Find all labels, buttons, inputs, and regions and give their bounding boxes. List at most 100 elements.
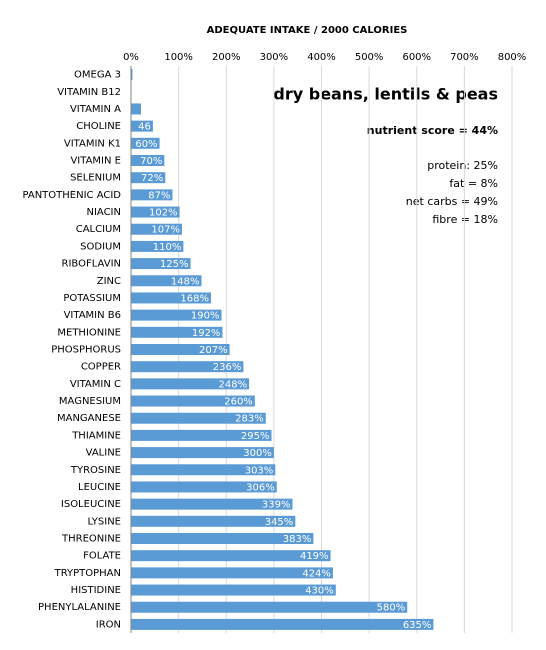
bar (131, 498, 293, 510)
x-tick-label: 800% (498, 52, 527, 63)
y-tick-label: VALINE (86, 448, 121, 459)
value-label: 110% (153, 242, 182, 253)
x-tick-label: 600% (402, 52, 431, 63)
x-tick-label: 400% (307, 52, 336, 63)
y-tick-label: HISTIDINE (71, 585, 121, 596)
value-label: 303% (245, 465, 274, 476)
bar (131, 584, 336, 596)
y-tick-label: LYSINE (88, 516, 121, 527)
bar (131, 223, 182, 235)
y-tick-label: MANGANESE (57, 413, 121, 424)
y-tick-label: ISOLEUCINE (61, 499, 121, 510)
bar (131, 103, 142, 115)
y-tick-label: VITAMIN B6 (64, 310, 121, 321)
y-tick-label: METHIONINE (57, 327, 121, 338)
value-label: 580% (377, 603, 406, 614)
x-tick-label: 200% (212, 52, 241, 63)
value-label: 60% (135, 139, 157, 150)
bar (131, 326, 223, 338)
value-label: 87% (148, 190, 170, 201)
y-tick-label: VITAMIN E (70, 156, 121, 167)
y-tick-label: TYROSINE (70, 465, 121, 476)
value-label: 306% (246, 482, 275, 493)
y-tick-label: CALCIUM (76, 224, 121, 235)
bar (131, 412, 266, 424)
bar (131, 533, 314, 544)
annotation: protein: 25% (427, 159, 498, 172)
bar (131, 447, 274, 459)
bar (131, 395, 255, 407)
bar (131, 240, 184, 252)
bar (131, 618, 434, 630)
chart-title: ADEQUATE INTAKE / 2000 CALORIES (207, 25, 408, 36)
bar (131, 155, 165, 166)
bar (131, 206, 180, 218)
x-tick-label: 500% (355, 52, 384, 63)
annotation: nutrient score = 44% (367, 124, 498, 137)
value-label: 70% (140, 156, 162, 167)
value-label: 635% (403, 620, 432, 631)
y-tick-label: LEUCINE (78, 482, 121, 493)
y-tick-label: PHOSPHORUS (51, 345, 121, 356)
bar (131, 481, 277, 493)
x-tick-label: 100% (164, 52, 193, 63)
bar (131, 137, 160, 149)
annotation: net carbs = 49% (406, 195, 498, 208)
y-tick-label: FOLATE (83, 551, 121, 562)
y-tick-label: ZINC (97, 276, 121, 287)
value-label: 125% (160, 259, 189, 270)
x-tick-label: 700% (450, 52, 479, 63)
value-label: 46 (138, 122, 151, 133)
y-tick-label: COPPER (81, 362, 121, 373)
value-label: 190% (191, 311, 220, 322)
value-label: 148% (171, 276, 200, 287)
bar (131, 550, 331, 562)
value-label: 168% (180, 293, 209, 304)
value-label: 72% (141, 173, 163, 184)
value-label: 424% (302, 568, 331, 579)
y-tick-label: THIAMINE (71, 430, 121, 441)
value-label: 419% (300, 551, 329, 562)
annotation: fat = 8% (449, 177, 498, 190)
bar (131, 189, 173, 201)
bar (131, 429, 272, 441)
value-label: 345% (265, 517, 294, 528)
value-label: 430% (305, 586, 334, 597)
value-label: 107% (151, 225, 180, 236)
bar (131, 292, 212, 304)
value-label: 248% (219, 379, 248, 390)
bar (131, 309, 222, 321)
bar (131, 120, 153, 132)
bar (131, 275, 202, 287)
value-label: 339% (262, 500, 291, 511)
y-tick-label: VITAMIN C (70, 379, 121, 390)
y-tick-label: VITAMIN B12 (57, 87, 121, 98)
value-label: 283% (235, 414, 264, 425)
value-label: 300% (243, 448, 272, 459)
value-label: 207% (199, 345, 228, 356)
value-label: 295% (241, 431, 270, 442)
y-tick-label: IRON (96, 619, 121, 630)
x-tick-label: 0% (123, 52, 139, 63)
value-label: 236% (213, 362, 242, 373)
y-tick-label: NIACIN (86, 207, 121, 218)
y-tick-label: SELENIUM (70, 173, 121, 184)
y-tick-label: SODIUM (80, 241, 121, 252)
y-tick-label: MAGNESIUM (59, 396, 121, 407)
y-tick-label: POTASSIUM (63, 293, 121, 304)
bar (131, 601, 408, 613)
bar (131, 567, 333, 579)
annotation: fibre = 18% (432, 213, 498, 226)
y-tick-label: CHOLINE (76, 121, 121, 132)
x-tick-label: 300% (260, 52, 289, 63)
bar (131, 515, 296, 527)
value-label: 383% (283, 534, 312, 545)
bar (131, 258, 191, 270)
value-label: 192% (192, 328, 221, 339)
y-tick-label: PHENYLALANINE (38, 602, 121, 613)
y-tick-label: TRYPTOPHAN (54, 568, 121, 579)
value-label: 260% (224, 397, 253, 408)
y-tick-label: VITAMIN K1 (64, 138, 121, 149)
bar (131, 378, 250, 390)
